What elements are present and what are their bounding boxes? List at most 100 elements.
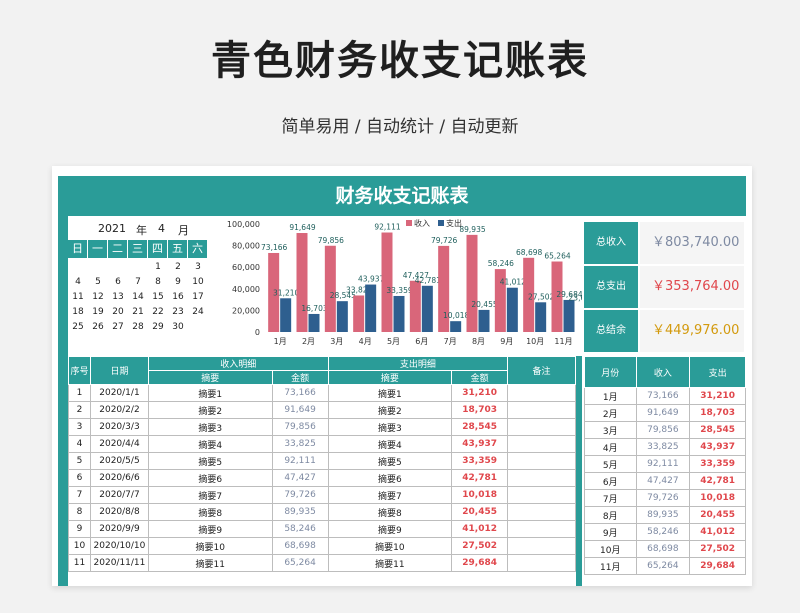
calendar-day[interactable]: 30 [172, 322, 184, 332]
cell-month-expense: 42,781 [689, 472, 746, 490]
cell-expense-summary: 摘要11 [327, 554, 453, 572]
cell-month: 2月 [584, 404, 637, 422]
cell-month-income: 58,246 [635, 523, 691, 541]
calendar-day[interactable]: 11 [72, 292, 84, 302]
cell-date: 2020/10/10 [89, 537, 149, 555]
calendar-day[interactable]: 10 [192, 277, 204, 287]
calendar-week-row: 1 2 3 [68, 260, 208, 275]
cell-date: 2020/2/2 [89, 401, 149, 419]
calendar-day[interactable]: 12 [92, 292, 104, 302]
calendar-day[interactable]: 28 [132, 322, 144, 332]
cell-month: 10月 [584, 540, 637, 558]
calendar-day[interactable]: 5 [95, 277, 101, 287]
table-row: 10月 68,698 27,502 [584, 540, 746, 558]
table-row: 11月 65,264 29,684 [584, 557, 746, 575]
cell-index: 2 [68, 401, 91, 419]
cell-month-expense: 27,502 [689, 540, 746, 558]
cell-expense-summary: 摘要8 [327, 503, 453, 521]
calendar-week-row: 25 26 27 28 29 30 [68, 320, 208, 335]
cell-date: 2020/7/7 [89, 486, 149, 504]
calendar-day[interactable]: 19 [92, 307, 104, 317]
page-subtitle: 简单易用 / 自动统计 / 自动更新 [281, 117, 519, 137]
calendar-day[interactable]: 1 [155, 262, 161, 272]
x-tick-label: 2月 [302, 337, 315, 346]
bar-expense [365, 284, 377, 332]
cell-month-income: 33,825 [635, 438, 691, 456]
weekday-cell: 六 [188, 240, 208, 258]
cell-month: 7月 [584, 489, 637, 507]
cell-note [507, 520, 576, 538]
calendar-day[interactable] [188, 320, 208, 335]
cell-month-income: 47,427 [635, 472, 691, 490]
data-label: 10,018 [443, 311, 469, 320]
calendar-day[interactable]: 7 [135, 277, 141, 287]
calendar-day[interactable] [128, 260, 148, 275]
calendar-day[interactable]: 14 [132, 292, 144, 302]
cell-month: 5月 [584, 455, 637, 473]
calendar-day[interactable]: 6 [115, 277, 121, 287]
calendar-day[interactable]: 26 [92, 322, 104, 332]
legend-label-income: 收入 [414, 218, 430, 228]
calendar-day[interactable]: 13 [112, 292, 124, 302]
bar-expense [450, 321, 462, 332]
calendar-day[interactable]: 16 [172, 292, 184, 302]
calendar-day[interactable]: 22 [152, 307, 164, 317]
bar-expense [308, 313, 320, 332]
cell-index: 6 [68, 469, 91, 487]
spreadsheet-preview: 财务收支记账表 2021 年 4 月 日一二三四五六 1 2 3 4 5 6 7 8 9 10 11… [52, 166, 752, 586]
cell-income-amount: 79,856 [271, 418, 329, 436]
calendar-day[interactable]: 3 [195, 262, 201, 272]
calendar-day[interactable]: 17 [192, 292, 204, 302]
cell-income-summary: 摘要10 [147, 537, 273, 555]
calendar-day[interactable]: 8 [155, 277, 161, 287]
calendar-day[interactable]: 21 [132, 307, 144, 317]
calendar-day[interactable]: 15 [152, 292, 164, 302]
data-label: 65,264 [544, 252, 570, 261]
cell-index: 8 [68, 503, 91, 521]
table-row: 6月 47,427 42,781 [584, 472, 746, 490]
weekday-cell: 二 [108, 240, 128, 258]
calendar-day[interactable]: 29 [152, 322, 164, 332]
bar-expense [535, 302, 547, 332]
bar-income [438, 245, 450, 332]
calendar-day[interactable] [68, 260, 88, 275]
y-tick-label: 20,000 [232, 306, 260, 315]
y-tick-label: 40,000 [232, 285, 260, 294]
bar-expense [478, 309, 490, 332]
calendar-day[interactable] [108, 260, 128, 275]
cell-date: 2020/11/11 [89, 554, 149, 572]
summary-income: 总收入 ￥803,740.00 [584, 222, 744, 264]
cell-income-amount: 68,698 [271, 537, 329, 555]
x-tick-label: 10月 [526, 337, 544, 346]
table-row: 9 2020/9/9 摘要9 58,246 摘要9 41,012 [68, 520, 576, 538]
cell-date: 2020/9/9 [89, 520, 149, 538]
col-income-amount: 金额 [271, 370, 329, 385]
calendar-day[interactable]: 24 [192, 307, 204, 317]
calendar-day[interactable]: 23 [172, 307, 184, 317]
data-label: 41,012 [500, 278, 526, 287]
cell-month-income: 68,698 [635, 540, 691, 558]
cell-month-expense: 43,937 [689, 438, 746, 456]
summary-income-label: 总收入 [584, 222, 638, 264]
x-tick-label: 6月 [415, 337, 428, 346]
calendar-day[interactable]: 18 [72, 307, 84, 317]
x-tick-label: 5月 [387, 337, 400, 346]
bar-income [551, 261, 563, 332]
calendar-day[interactable]: 4 [75, 277, 81, 287]
data-label: 58,246 [488, 259, 514, 268]
calendar-day[interactable]: 9 [175, 277, 181, 287]
calendar-day[interactable]: 27 [112, 322, 124, 332]
calendar-day[interactable]: 2 [175, 262, 181, 272]
cell-income-summary: 摘要7 [147, 486, 273, 504]
cell-expense-amount: 43,937 [451, 435, 509, 453]
cell-note [507, 537, 576, 555]
cell-income-amount: 58,246 [271, 520, 329, 538]
cell-index: 7 [68, 486, 91, 504]
col-month-expense: 支出 [689, 356, 746, 388]
col-note: 备注 [507, 356, 576, 385]
y-tick-label: 0 [255, 328, 260, 337]
calendar-day[interactable] [88, 260, 108, 275]
calendar-day[interactable]: 25 [72, 322, 84, 332]
calendar-day[interactable]: 20 [112, 307, 124, 317]
calendar-header: 2021 年 4 月 [68, 220, 216, 238]
